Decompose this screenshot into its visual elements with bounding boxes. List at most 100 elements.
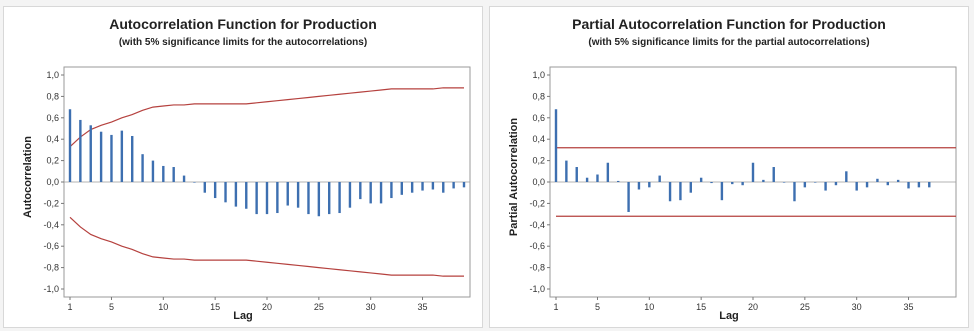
acf-bar <box>359 182 362 200</box>
acf-bar <box>99 131 103 182</box>
pacf-bar <box>772 167 775 182</box>
acf-bar <box>203 182 206 193</box>
acf-bar <box>328 182 331 215</box>
pacf-bar <box>782 182 786 183</box>
acf-bar <box>255 182 258 215</box>
pacf-y-tick-label: 0,4 <box>532 134 545 144</box>
pacf-chart: Partial Autocorrelation Function for Pro… <box>508 16 957 322</box>
acf-bar <box>193 182 196 183</box>
pacf-bar <box>834 182 838 186</box>
pacf-bar <box>855 182 858 191</box>
pacf-y-tick-label: 0,0 <box>532 177 545 187</box>
pacf-y-axis-label: Partial Autocorrelation <box>508 118 520 236</box>
acf-bar <box>141 154 144 182</box>
pacf-bar <box>803 182 807 188</box>
acf-x-axis-label: Lag <box>233 310 253 322</box>
pacf-subtitle: (with 5% significance limits for the par… <box>588 37 869 48</box>
acf-bar <box>442 182 445 193</box>
acf-bar <box>390 182 393 199</box>
acf-bar <box>265 182 269 215</box>
pacf-bar <box>865 182 869 188</box>
acf-marks: 1,00,80,60,40,20,0-0,2-0,4-0,6-0,8-1,01 5… <box>43 70 470 312</box>
pacf-bar <box>679 182 682 201</box>
acf-y-tick-label: 1,0 <box>46 70 59 80</box>
acf-bar <box>369 182 372 204</box>
acf-y-tick-label: -0,6 <box>43 241 59 251</box>
pacf-y-tick-label: -0,8 <box>529 263 545 273</box>
acf-upper-limit-line <box>69 87 464 148</box>
pacf-title: Partial Autocorrelation Function for Pro… <box>572 16 886 32</box>
pacf-marks: 1,00,80,60,40,20,0-0,2-0,4-0,6-0,8-1,01 5… <box>529 70 956 312</box>
acf-bar <box>400 182 403 195</box>
pacf-bar <box>907 182 910 189</box>
acf-bar <box>245 182 248 209</box>
acf-y-tick-label: 0,2 <box>46 156 59 166</box>
acf-bar <box>317 182 321 217</box>
acf-bar <box>120 130 124 182</box>
pacf-bar <box>617 180 620 182</box>
pacf-bar <box>720 182 724 201</box>
pacf-bar <box>689 182 692 193</box>
pacf-bar <box>793 182 796 202</box>
acf-y-tick-label: -0,8 <box>43 263 59 273</box>
pacf-bar <box>751 162 755 182</box>
pacf-x-tick-label: 5 <box>595 302 600 312</box>
pacf-bar <box>710 182 713 184</box>
acf-bar <box>131 135 134 182</box>
acf-x-tick-label: 20 <box>262 302 272 312</box>
acf-chart-panel: Autocorrelation Function for Production … <box>3 6 483 328</box>
pacf-bar <box>762 179 765 182</box>
acf-x-tick-label: 25 <box>314 302 324 312</box>
acf-bar <box>213 182 217 199</box>
acf-bar <box>68 109 72 182</box>
acf-bar <box>462 182 466 188</box>
pacf-x-tick-label: 20 <box>748 302 758 312</box>
pacf-bar <box>917 182 921 188</box>
acf-bar <box>162 165 165 182</box>
acf-bar <box>172 167 175 182</box>
acf-bar <box>151 160 155 182</box>
acf-y-tick-label: -0,4 <box>43 220 59 230</box>
acf-bar <box>431 182 435 190</box>
pacf-y-tick-label: 0,2 <box>532 156 545 166</box>
pacf-bar <box>554 109 558 182</box>
acf-title: Autocorrelation Function for Production <box>109 16 377 32</box>
pacf-x-tick-label: 1 <box>553 302 558 312</box>
acf-bar <box>421 182 424 191</box>
pacf-y-tick-label: 0,6 <box>532 113 545 123</box>
pacf-y-tick-label: -0,2 <box>529 198 545 208</box>
acf-bar <box>286 182 289 206</box>
pacf-bar <box>814 182 817 183</box>
acf-x-tick-label: 30 <box>366 302 376 312</box>
pacf-y-tick-label: -1,0 <box>529 284 545 294</box>
pacf-bar <box>896 179 900 182</box>
acf-x-tick-label: 35 <box>418 302 428 312</box>
acf-bar <box>452 182 455 189</box>
acf-x-tick-label: 5 <box>109 302 114 312</box>
pacf-bar <box>596 174 599 182</box>
pacf-y-tick-label: 0,8 <box>532 91 545 101</box>
pacf-bar <box>627 182 630 212</box>
acf-y-axis-label: Autocorrelation <box>22 136 34 218</box>
pacf-bar <box>606 162 610 182</box>
pacf-x-tick-label: 15 <box>696 302 706 312</box>
acf-lower-limit-line <box>69 216 464 277</box>
pacf-x-tick-label: 35 <box>904 302 914 312</box>
pacf-y-tick-label: 1,0 <box>532 70 545 80</box>
pacf-bar <box>876 178 879 182</box>
pacf-x-axis-label: Lag <box>719 310 739 322</box>
acf-bar <box>379 182 383 204</box>
pacf-bar <box>699 177 703 182</box>
acf-x-tick-label: 1 <box>67 302 72 312</box>
acf-bar <box>234 182 238 207</box>
acf-bar <box>110 134 113 182</box>
pacf-bar <box>658 175 661 182</box>
pacf-chart-panel: Partial Autocorrelation Function for Pro… <box>489 6 969 328</box>
acf-y-tick-label: -0,2 <box>43 198 59 208</box>
acf-bar <box>182 175 186 182</box>
pacf-bar <box>565 160 568 182</box>
acf-bar <box>224 182 227 203</box>
acf-bar <box>348 182 352 208</box>
pacf-bar <box>845 171 848 182</box>
acf-y-tick-label: 0,6 <box>46 113 59 123</box>
